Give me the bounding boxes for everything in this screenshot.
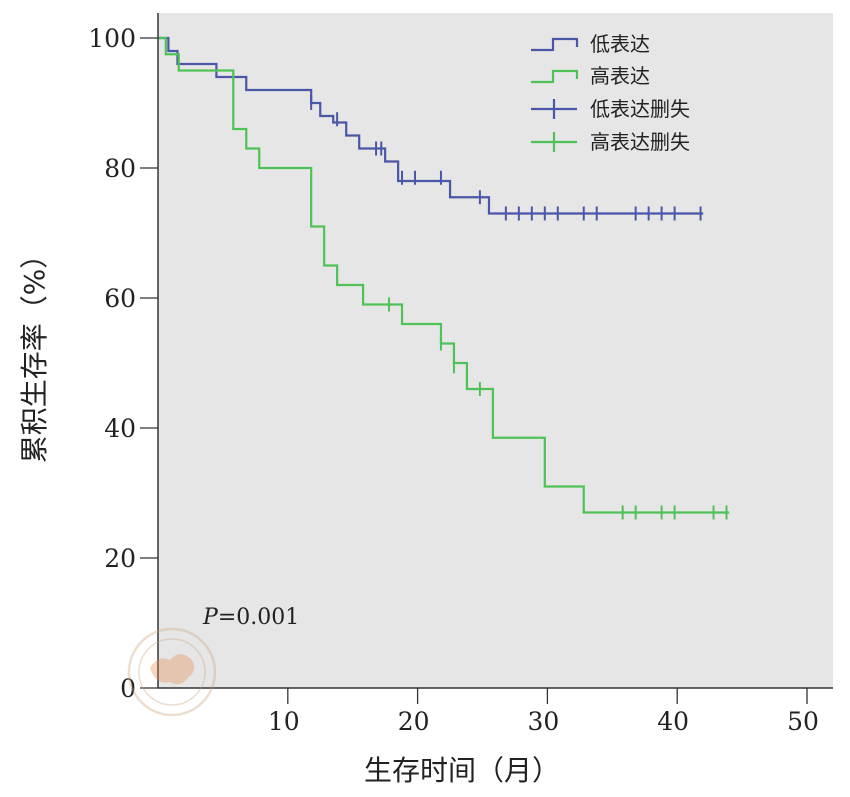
legend: 低表达 高表达 低表达删失 高表达删失 [531, 32, 690, 154]
legend-item-low-censored: 低表达删失 [531, 97, 690, 121]
legend-label-high-censored: 高表达删失 [590, 130, 690, 154]
x-axis-title: 生存时间（月） [364, 754, 560, 787]
legend-item-high-censored: 高表达删失 [531, 130, 690, 154]
p-value-annotation: P=0.001 [202, 605, 299, 630]
y-tick-label-0: 0 [120, 674, 136, 703]
y-tick-label-80: 80 [104, 154, 136, 183]
y-tick-label-60: 60 [104, 284, 136, 313]
legend-swatch-low-censored [531, 99, 577, 119]
y-tick-label-100: 100 [88, 24, 136, 53]
legend-swatch-high [531, 69, 579, 84]
km-curve-series-1 [158, 36, 730, 514]
legend-item-high: 高表达 [531, 64, 650, 88]
p-value: =0.001 [218, 605, 299, 630]
legend-swatch-low [531, 37, 579, 52]
y-tick-label-40: 40 [104, 414, 136, 443]
x-tick-label-10: 10 [268, 707, 300, 736]
ticks: 0 20 40 60 80 100 10 20 30 40 50 [88, 24, 819, 736]
seal-map-shape [150, 654, 195, 685]
y-axis-title: 累积生存率（%） [18, 241, 51, 464]
legend-label-low: 低表达 [590, 32, 650, 56]
x-tick-label-50: 50 [787, 707, 819, 736]
p-symbol: P [202, 605, 219, 630]
legend-item-low: 低表达 [531, 32, 650, 56]
legend-swatch-high-censored [531, 132, 577, 152]
x-tick-label-40: 40 [657, 707, 689, 736]
km-curve-series-0 [158, 36, 704, 215]
legend-label-high: 高表达 [590, 64, 650, 88]
axes [157, 13, 833, 689]
x-tick-label-30: 30 [527, 707, 559, 736]
x-tick-label-20: 20 [398, 707, 430, 736]
seal-outer-ring [127, 627, 217, 717]
y-tick-label-20: 20 [104, 544, 136, 573]
watermark-seal-icon [127, 627, 217, 717]
series-layer [158, 36, 730, 520]
plot-area [158, 13, 833, 688]
seal-inner-ring [138, 638, 206, 706]
legend-label-low-censored: 低表达删失 [590, 97, 690, 121]
